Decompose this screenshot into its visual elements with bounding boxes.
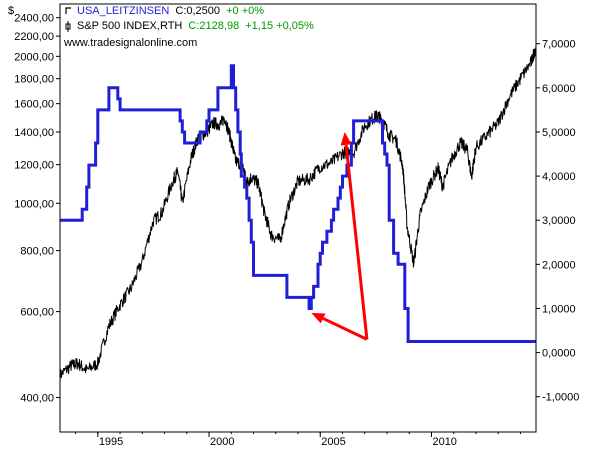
left-axis-tick-label: 1400,00 <box>14 127 54 139</box>
currency-symbol: $ <box>8 5 14 17</box>
legend-change-leitzinsen: +0 +0% <box>226 5 264 17</box>
right-axis-tick-label: 6,0000 <box>542 83 576 95</box>
legend-name-leitzinsen: USA_LEITZINSEN <box>77 5 169 17</box>
right-axis-tick-label: 2,0000 <box>542 259 576 271</box>
arrow-head <box>311 312 326 324</box>
series-layer <box>59 45 537 382</box>
legend-change-sp500: +1,15 +0,05% <box>245 20 314 32</box>
arrow-head <box>340 131 352 146</box>
watermark: www.tradesignalonline.com <box>63 37 197 49</box>
arrow-shaft <box>322 317 368 341</box>
annotation-layer <box>311 131 369 341</box>
right-axis-tick-label: 3,0000 <box>542 215 576 227</box>
legend-entry-leitzinsen: USA_LEITZINSEN C:0,2500 +0 +0% <box>65 5 264 17</box>
right-axis-tick-label: 1,0000 <box>542 303 576 315</box>
axes-layer: 400,00 600,00 800,00 1000,00 1200,00 1400,00 1… <box>14 3 579 448</box>
legend: USA_LEITZINSEN C:0,2500 +0 +0% S&P 500 I… <box>63 5 314 49</box>
left-axis-tick-label: 1800,00 <box>14 74 54 86</box>
legend-entry-sp500: S&P 500 INDEX,RTH C:2128,98 +1,15 +0,05% <box>65 20 314 32</box>
svg-text:USA_LEITZINSEN C:0,250: USA_LEITZINSEN C:0,2500 +0 +0% <box>77 5 264 17</box>
legend-name-sp500: S&P 500 INDEX,RTH <box>77 20 182 32</box>
right-axis-tick-label: 5,0000 <box>542 127 576 139</box>
right-axis-tick-label: -1,0000 <box>542 392 579 404</box>
left-axis-tick-label: 1600,00 <box>14 99 54 111</box>
left-axis-tick-label: 400,00 <box>20 393 54 405</box>
left-axis-tick-label: 1200,00 <box>14 160 54 172</box>
x-axis-tick-label: 1995 <box>99 436 123 448</box>
left-axis-tick-label: 2000,00 <box>14 51 54 63</box>
step-line-icon <box>65 7 71 14</box>
right-axis-tick-label: 0,0000 <box>542 348 576 360</box>
sp500-line <box>59 45 537 382</box>
arrow-shaft <box>344 144 369 340</box>
left-axis-tick-label: 1000,00 <box>14 198 54 210</box>
candle-icon <box>65 21 71 32</box>
right-axis-tick-label: 4,0000 <box>542 171 576 183</box>
legend-value-leitzinsen: C:0,2500 <box>175 5 220 17</box>
x-axis-tick-label: 2000 <box>210 436 234 448</box>
left-axis-tick-label: 2200,00 <box>14 31 54 43</box>
leitzinsen-step-line <box>60 64 536 343</box>
x-axis-tick-label: 2005 <box>321 436 345 448</box>
left-axis-tick-label: 2400,00 <box>14 13 54 25</box>
legend-value-sp500: C:2128,98 <box>188 20 239 32</box>
right-axis-tick-label: 7,0000 <box>542 39 576 51</box>
x-axis-tick-label: 2010 <box>432 436 456 448</box>
left-axis-tick-label: 800,00 <box>20 246 54 258</box>
plot-frame <box>59 3 537 433</box>
red-arrow-1 <box>340 131 369 340</box>
left-axis-tick-label: 600,00 <box>20 307 54 319</box>
red-arrow-2 <box>311 312 368 341</box>
svg-text:S&P 500 INDEX,RTH C:21: S&P 500 INDEX,RTH C:2128,98 +1,15 +0,05% <box>77 20 314 32</box>
